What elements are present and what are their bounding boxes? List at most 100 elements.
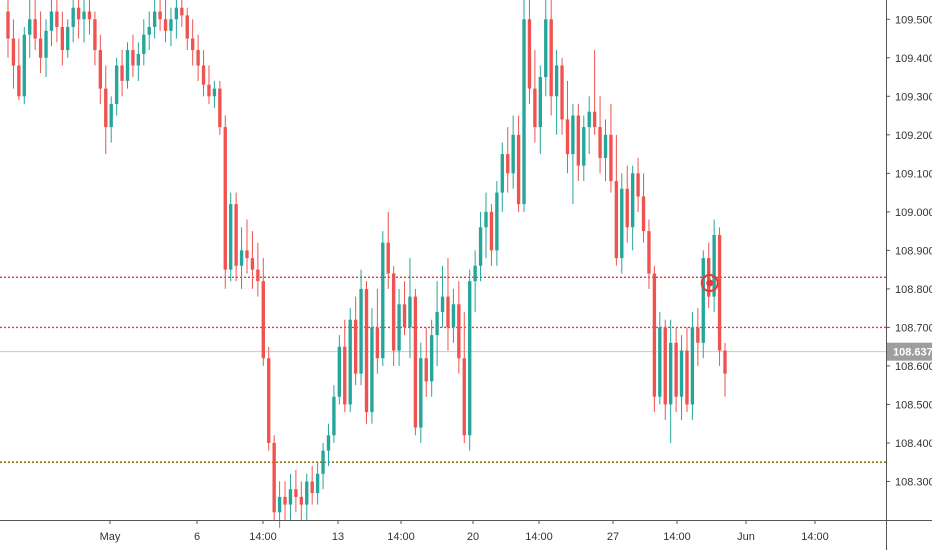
candle-body-48 (267, 358, 271, 443)
x-tick-label-2: 14:00 (249, 531, 277, 543)
candle-body-100 (549, 19, 553, 97)
y-tick-label-4: 109.100 (895, 168, 932, 180)
candle-body-49 (272, 442, 276, 513)
candle-body-71 (391, 273, 396, 351)
candle-body-5 (33, 19, 37, 39)
candle-body-11 (66, 26, 70, 51)
candle-body-114 (625, 188, 629, 228)
candle-body-20 (114, 65, 119, 104)
candle-body-22 (125, 50, 130, 81)
candle-body-27 (152, 11, 157, 27)
candle-body-73 (402, 304, 407, 328)
candle-body-94 (516, 134, 521, 205)
candle-body-63 (348, 319, 352, 405)
candle-body-19 (109, 104, 113, 128)
candle-body-35 (196, 50, 200, 66)
candle-body-67 (370, 327, 374, 413)
candle-body-66 (364, 288, 369, 413)
y-tick-label-10: 108.500 (895, 399, 932, 411)
candle-body-33 (185, 15, 189, 39)
candle-body-96 (527, 19, 532, 89)
candle-body-74 (408, 296, 412, 328)
x-tick-label-1: 6 (194, 531, 200, 543)
candle-body-34 (190, 38, 195, 51)
candle-body-79 (435, 312, 439, 336)
candle-body-113 (620, 188, 624, 259)
x-tick-label-5: 20 (467, 531, 479, 543)
candle-body-125 (685, 350, 689, 405)
candle-body-90 (495, 192, 499, 251)
y-tick-label-11: 108.400 (895, 438, 932, 450)
candle-body-80 (440, 296, 445, 312)
candle-body-47 (261, 281, 265, 359)
current-price-label: 108.637 (893, 347, 932, 359)
candle-body-2 (17, 65, 21, 97)
candle-body-88 (484, 211, 488, 228)
candle-body-23 (131, 50, 135, 66)
candle-body-64 (353, 319, 358, 374)
candle-body-60 (332, 396, 336, 436)
candle-body-118 (647, 231, 651, 274)
candle-body-115 (630, 173, 635, 228)
y-tick-label-9: 108.600 (895, 361, 932, 373)
candle-body-120 (658, 327, 662, 397)
candle-body-87 (478, 227, 483, 266)
candle-body-59 (326, 435, 331, 451)
candle-body-107 (587, 111, 591, 128)
candle-body-101 (554, 65, 559, 97)
candle-body-105 (576, 115, 581, 166)
x-tick-label-9: Jun (737, 531, 755, 543)
candle-body-7 (44, 30, 48, 58)
candle-body-40 (223, 127, 227, 270)
candle-body-106 (582, 127, 586, 166)
candle-body-28 (158, 11, 162, 20)
y-tick-label-3: 109.200 (895, 130, 932, 142)
candle-body-8 (49, 11, 54, 31)
candle-body-104 (571, 115, 575, 155)
candle-body-132 (723, 350, 727, 374)
marker-dot (706, 279, 714, 287)
candle-body-110 (603, 134, 608, 158)
candle-body-95 (522, 19, 526, 205)
candle-body-30 (169, 19, 173, 31)
candle-body-42 (234, 204, 238, 266)
candle-body-14 (82, 11, 86, 20)
candle-body-68 (375, 327, 380, 359)
y-tick-label-8: 108.700 (895, 322, 932, 334)
candle-body-99 (544, 19, 548, 78)
candle-body-54 (299, 496, 304, 505)
candle-body-41 (229, 204, 233, 270)
candle-body-18 (104, 88, 108, 128)
candle-body-91 (500, 154, 504, 193)
candle-body-25 (142, 34, 146, 54)
candle-body-117 (641, 196, 646, 232)
candle-body-15 (87, 11, 92, 20)
candle-body-4 (28, 19, 32, 35)
candle-body-32 (180, 7, 184, 16)
candle-body-37 (207, 84, 211, 97)
candle-body-58 (321, 450, 325, 474)
candle-body-127 (696, 327, 700, 343)
candle-body-112 (614, 181, 619, 259)
candle-body-126 (690, 327, 695, 405)
candle-body-123 (674, 342, 678, 397)
candle-body-75 (413, 296, 418, 428)
candle-body-89 (489, 211, 494, 251)
candle-body-116 (636, 173, 640, 197)
y-tick-label-5: 109.000 (895, 207, 932, 219)
candle-body-77 (424, 358, 428, 382)
candle-body-65 (359, 288, 363, 374)
candle-body-0 (6, 11, 10, 39)
candle-body-29 (163, 19, 168, 31)
x-tick-label-8: 14:00 (663, 531, 691, 543)
candle-body-102 (560, 65, 564, 120)
candle-body-108 (592, 111, 597, 128)
candle-body-3 (22, 34, 26, 97)
candle-body-129 (707, 258, 711, 297)
candle-body-97 (533, 88, 537, 128)
candle-body-9 (55, 11, 59, 27)
candle-body-98 (538, 77, 543, 128)
candle-body-69 (381, 242, 385, 359)
